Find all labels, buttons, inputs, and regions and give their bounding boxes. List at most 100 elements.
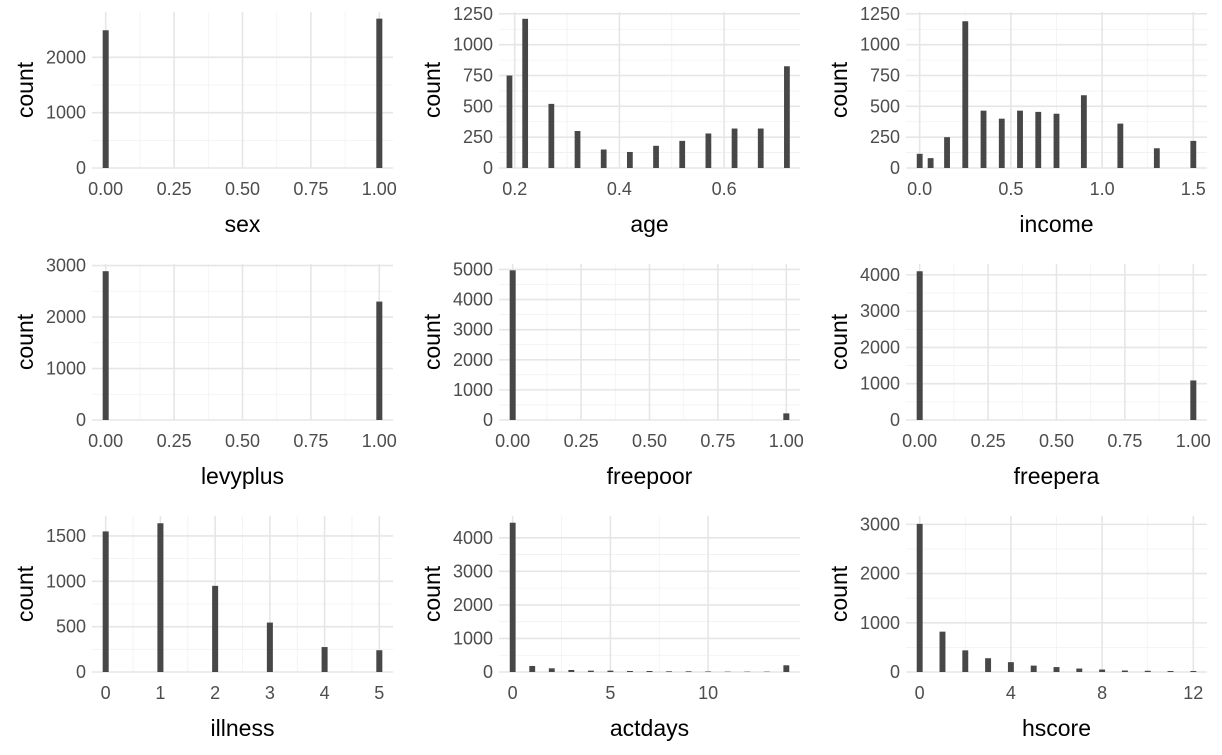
histogram-bar (646, 670, 653, 672)
histogram-bar (102, 531, 109, 672)
x-tick-label: 0.75 (293, 179, 328, 199)
y-tick-label: 3000 (46, 256, 86, 276)
y-tick-label: 2000 (453, 350, 493, 370)
x-tick-label: 10 (698, 683, 718, 703)
x-tick-label: 1.0 (1090, 179, 1115, 199)
x-tick-label: 0.0 (907, 179, 932, 199)
y-tick-label: 2000 (860, 564, 900, 584)
y-axis-title: count (12, 61, 38, 118)
x-tick-label: 0 (101, 683, 111, 703)
y-tick-label: 1250 (453, 4, 493, 24)
y-axis-title: count (826, 61, 852, 118)
x-axis-title: income (1019, 211, 1093, 237)
histogram-bar (1144, 670, 1151, 672)
y-axis-title: count (419, 61, 445, 118)
histogram-bar (506, 75, 513, 168)
y-tick-label: 2000 (46, 47, 86, 67)
histogram-bar (1190, 140, 1197, 168)
x-axis-title: freepera (1014, 463, 1100, 489)
histogram-bar (1053, 667, 1060, 672)
histogram-bar (944, 137, 950, 168)
histogram-bar (998, 118, 1005, 168)
histogram-bar (916, 153, 923, 168)
y-tick-label: 3000 (453, 561, 493, 581)
histogram-bar (962, 21, 969, 169)
y-tick-label: 250 (463, 127, 493, 147)
histogram-bar (1053, 113, 1060, 168)
panel-income: 0.0 0.5 1.0 1.5 0 250 500 750 1000 1250 income coun… (826, 4, 1207, 237)
panel-levyplus: 0.00 0.25 0.50 0.75 1.00 0 1000 2000 3000 levyplu… (12, 256, 397, 489)
panel-age: 0.2 0.4 0.6 0 250 500 750 1000 1250 age count (419, 4, 800, 237)
y-tick-label: 1000 (453, 628, 493, 648)
x-tick-label: 0.6 (712, 179, 737, 199)
y-tick-label: 3000 (453, 320, 493, 340)
y-tick-label: 1000 (860, 613, 900, 633)
histogram-bar (705, 671, 712, 672)
histogram-bar (757, 128, 764, 168)
x-tick-label: 0.5 (998, 179, 1023, 199)
x-tick-label: 0.2 (502, 179, 527, 199)
histogram-bar (376, 18, 383, 168)
y-tick-label: 0 (483, 410, 493, 430)
x-tick-label: 1.00 (362, 179, 397, 199)
panel-freepera: 0.00 0.25 0.50 0.75 1.00 0 1000 2000 3000 4000 fre… (826, 264, 1211, 489)
histogram-bar (607, 670, 614, 672)
histogram-bar (783, 665, 790, 672)
x-tick-label: 1.00 (362, 431, 397, 451)
y-tick-label: 0 (76, 662, 86, 682)
histogram-bar (548, 103, 555, 168)
x-tick-label: 1.5 (1181, 179, 1206, 199)
y-tick-label: 3000 (860, 514, 900, 534)
panel-sex: 0.00 0.25 0.50 0.75 1.00 0 1000 2000 sex count (12, 12, 397, 237)
histogram-bar (927, 158, 934, 168)
x-tick-label: 2 (210, 683, 220, 703)
y-tick-label: 0 (890, 410, 900, 430)
histogram-bar (731, 128, 738, 168)
histogram-bar (783, 413, 790, 420)
histogram-bar (1099, 669, 1106, 672)
y-tick-label: 1000 (860, 374, 900, 394)
y-tick-label: 0 (483, 158, 493, 178)
y-axis-title: count (826, 313, 852, 370)
x-tick-label: 1 (155, 683, 165, 703)
histogram-bar (376, 301, 383, 420)
x-tick-label: 0.25 (564, 431, 599, 451)
x-axis-title: sex (225, 211, 261, 237)
y-axis-title: count (826, 565, 852, 622)
y-tick-label: 2000 (46, 307, 86, 327)
y-tick-label: 1000 (860, 35, 900, 55)
x-axis-title: actdays (610, 715, 689, 741)
histogram-bar (685, 671, 692, 672)
x-tick-label: 4 (1006, 683, 1016, 703)
histogram-bar (1190, 380, 1197, 420)
x-tick-label: 0.4 (607, 179, 632, 199)
y-tick-label: 250 (870, 127, 900, 147)
y-tick-label: 2000 (860, 337, 900, 357)
y-tick-label: 4000 (453, 528, 493, 548)
histogram-bar (1167, 671, 1174, 672)
y-axis-title: count (12, 565, 38, 622)
histogram-bar (1190, 671, 1197, 672)
y-tick-label: 5000 (453, 259, 493, 279)
y-axis-title: count (12, 313, 38, 370)
x-tick-label: 0.00 (88, 179, 123, 199)
histogram-bar (916, 523, 923, 672)
y-tick-label: 0 (890, 158, 900, 178)
x-tick-label: 5 (374, 683, 384, 703)
y-tick-label: 1000 (46, 103, 86, 123)
x-tick-label: 0.75 (700, 431, 735, 451)
y-tick-label: 0 (890, 662, 900, 682)
panel-freepoor: 0.00 0.25 0.50 0.75 1.00 0 1000 2000 3000 4000 500… (419, 259, 804, 489)
x-tick-label: 5 (605, 683, 615, 703)
histogram-bar (939, 631, 946, 672)
panel-illness: 0 1 2 3 4 5 0 500 1000 1500 illness count (12, 516, 393, 741)
y-tick-label: 750 (870, 66, 900, 86)
x-axis-title: freepoor (607, 463, 693, 489)
x-tick-label: 0.50 (632, 431, 667, 451)
histogram-bar (321, 647, 328, 672)
y-tick-label: 1000 (46, 359, 86, 379)
histogram-bar (627, 670, 633, 672)
histogram-bar (529, 665, 536, 672)
x-tick-label: 0 (915, 683, 925, 703)
histogram-bar (1080, 95, 1087, 168)
